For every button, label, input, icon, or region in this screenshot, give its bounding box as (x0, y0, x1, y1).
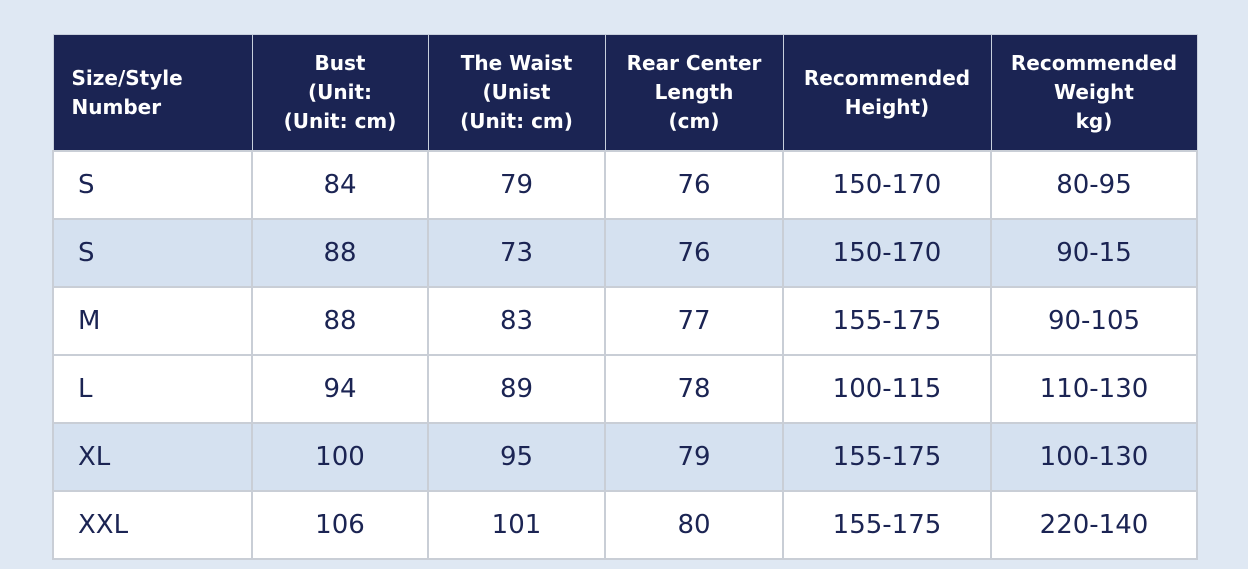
size-cell: L (52, 354, 253, 424)
value-cell: 110-130 (990, 354, 1198, 424)
value-cell: 73 (427, 218, 606, 288)
value-cell: 100-130 (990, 422, 1198, 492)
value-cell: 80-95 (990, 150, 1198, 220)
header-line: Weight (1054, 80, 1134, 104)
table-row: XXL 106 101 80 155-175 220-140 (52, 490, 1198, 560)
header-cell: Rear Center Length (cm) (604, 34, 784, 152)
size-cell: XXL (52, 490, 253, 560)
table-row: S 84 79 76 150-170 80-95 (52, 150, 1198, 220)
value-cell: 76 (604, 150, 784, 220)
value-cell: 89 (427, 354, 606, 424)
value-cell: 155-175 (782, 286, 992, 356)
header-cell: Size/Style Number (52, 34, 253, 152)
size-cell: XL (52, 422, 253, 492)
header-line: (Unit: cm) (283, 109, 397, 133)
table-row: S 88 73 76 150-170 90-15 (52, 218, 1198, 288)
value-cell: 79 (604, 422, 784, 492)
value-cell: 150-170 (782, 218, 992, 288)
header-line: Recommended (1010, 51, 1178, 75)
table-row: XL 100 95 79 155-175 100-130 (52, 422, 1198, 492)
header-line: (cm) (668, 109, 720, 133)
value-cell: 150-170 (782, 150, 992, 220)
value-cell: 79 (427, 150, 606, 220)
value-cell: 77 (604, 286, 784, 356)
header-line: Bust (314, 51, 366, 75)
size-table: Size/Style Number Bust (Unit: (Unit: cm) The … (52, 34, 1198, 560)
header-cell: Recommended Height) (782, 34, 992, 152)
value-cell: 101 (427, 490, 606, 560)
header-line: Size/Style (71, 65, 183, 90)
value-cell: 90-15 (990, 218, 1198, 288)
value-cell: 106 (251, 490, 429, 560)
value-cell: 88 (251, 286, 429, 356)
value-cell: 95 (427, 422, 606, 492)
header-line: Recommended (803, 65, 971, 90)
value-cell: 84 (251, 150, 429, 220)
header-line: Length (654, 80, 734, 104)
value-cell: 155-175 (782, 490, 992, 560)
header-cell: The Waist (Unist (Unit: cm) (427, 34, 606, 152)
size-cell: S (52, 218, 253, 288)
value-cell: 80 (604, 490, 784, 560)
header-row: Size/Style Number Bust (Unit: (Unit: cm) The … (52, 34, 1198, 152)
header-line: kg) (1075, 109, 1113, 133)
table-row: L 94 89 78 100-115 110-130 (52, 354, 1198, 424)
header-line: Rear Center (626, 51, 762, 75)
header-line: (Unist (482, 80, 551, 104)
header-line: Height) (844, 94, 930, 119)
value-cell: 94 (251, 354, 429, 424)
value-cell: 220-140 (990, 490, 1198, 560)
header-line: (Unit: (307, 80, 373, 104)
table-row: M 88 83 77 155-175 90-105 (52, 286, 1198, 356)
value-cell: 83 (427, 286, 606, 356)
value-cell: 78 (604, 354, 784, 424)
header-cell: Recommended Weight kg) (990, 34, 1198, 152)
value-cell: 100 (251, 422, 429, 492)
size-cell: M (52, 286, 253, 356)
header-cell: Bust (Unit: (Unit: cm) (251, 34, 429, 152)
value-cell: 155-175 (782, 422, 992, 492)
size-table-container: Size/Style Number Bust (Unit: (Unit: cm) The … (52, 34, 1198, 560)
header-line: The Waist (460, 51, 573, 75)
header-line: (Unit: cm) (460, 109, 573, 133)
value-cell: 88 (251, 218, 429, 288)
value-cell: 90-105 (990, 286, 1198, 356)
table-body: S 84 79 76 150-170 80-95 S 88 73 76 150-170 90-15 M 8… (52, 150, 1198, 560)
value-cell: 100-115 (782, 354, 992, 424)
value-cell: 76 (604, 218, 784, 288)
size-cell: S (52, 150, 253, 220)
header-line: Number (71, 94, 162, 119)
